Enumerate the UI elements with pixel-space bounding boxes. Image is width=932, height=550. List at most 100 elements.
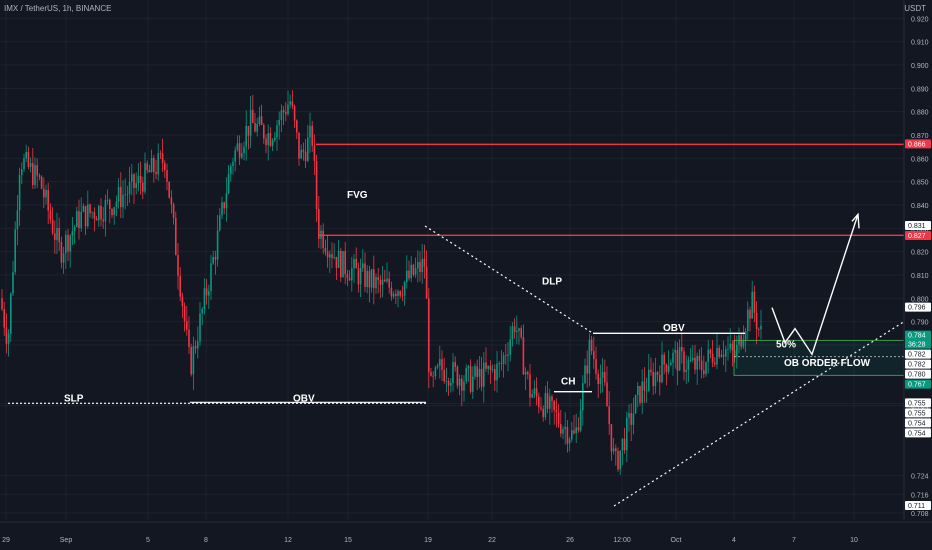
candle-body	[100, 205, 102, 220]
price-tick: 0.880	[911, 110, 929, 117]
candle-body	[639, 386, 641, 403]
candle-body	[89, 204, 91, 213]
price-badge-label: 0.782	[908, 362, 926, 369]
price-badge-label: 0.827	[908, 233, 926, 240]
candle-body	[623, 438, 626, 451]
candle-body	[170, 197, 173, 205]
time-tick: 22	[488, 537, 496, 544]
candle-body	[432, 375, 434, 377]
candle-body	[109, 199, 111, 210]
symbol-title: IMX / TetherUS, 1h, BINANCE	[4, 4, 112, 13]
candle-body	[267, 133, 269, 146]
candle-body	[487, 365, 489, 369]
candle-body	[58, 228, 60, 242]
annotation-label: FVG	[347, 190, 368, 201]
candle-body	[227, 173, 230, 194]
candle-body	[513, 326, 516, 333]
candle-body	[760, 325, 762, 330]
candle-body	[65, 234, 67, 254]
candle-body	[377, 277, 379, 280]
candle-body	[269, 133, 272, 146]
candle-body	[291, 101, 294, 107]
candle-body	[439, 359, 441, 366]
candle-body	[276, 125, 278, 138]
candle-body	[23, 158, 25, 170]
candle-body	[318, 208, 320, 239]
candles	[1, 89, 762, 475]
candle-body	[535, 388, 538, 397]
price-tick: 0.860	[911, 156, 929, 163]
candle-body	[683, 351, 685, 373]
candle-body	[751, 291, 753, 319]
candle-body	[298, 132, 300, 159]
candle-body	[458, 378, 461, 386]
price-badge	[905, 359, 931, 369]
candle-body	[76, 211, 78, 227]
candle-body	[626, 417, 628, 451]
candle-body	[630, 413, 632, 425]
candle-body	[703, 370, 705, 375]
candle-body	[538, 396, 540, 408]
candle-body	[38, 175, 41, 177]
order-block-zone	[733, 339, 905, 376]
candle-body	[126, 193, 129, 195]
candle-body	[263, 125, 265, 139]
candle-body	[423, 258, 426, 267]
price-tick: 0.910	[911, 40, 929, 47]
time-axis: 29 Sep 5 8 12 15 19 22 26 12:00 Oct 4 7 10	[0, 521, 932, 544]
candle-body	[472, 376, 474, 392]
candle-body	[293, 106, 296, 121]
candle-body	[414, 268, 417, 275]
candle-body	[711, 353, 714, 363]
price-tick: 0.708	[911, 511, 929, 518]
price-tick: 0.810	[911, 273, 929, 280]
candle-body	[575, 427, 577, 434]
candle-body	[665, 364, 668, 372]
price-badge-label: 0.755	[908, 410, 926, 417]
price-badge	[905, 428, 931, 438]
candle-body	[355, 258, 357, 269]
price-badge-label: 0.796	[908, 305, 926, 312]
candle-body	[520, 328, 522, 338]
candle-body	[45, 189, 47, 198]
candle-body	[518, 328, 520, 331]
candle-body	[236, 143, 239, 151]
time-tick: 15	[344, 537, 352, 544]
price-badge-countdown: 36:28	[908, 342, 926, 349]
candle-body	[208, 291, 210, 296]
candle-body	[243, 146, 245, 154]
candle-body	[139, 175, 142, 183]
candle-body	[1, 298, 3, 310]
price-badge	[905, 330, 931, 349]
candle-body	[265, 138, 267, 146]
candle-body	[540, 407, 542, 409]
time-tick: Oct	[671, 537, 682, 544]
candle-body	[553, 400, 555, 411]
time-tick: Sep	[60, 537, 73, 544]
candle-body	[51, 219, 54, 234]
candle-body	[153, 157, 155, 172]
candle-body	[412, 264, 415, 275]
candle-body	[758, 329, 760, 330]
candle-body	[230, 165, 232, 174]
candle-body	[14, 229, 16, 272]
candle-body	[304, 151, 307, 161]
candle-body	[670, 362, 672, 366]
candle-body	[397, 291, 399, 296]
price-badge	[905, 379, 931, 389]
candle-body	[533, 388, 536, 395]
candle-body	[214, 256, 217, 260]
candle-body	[584, 365, 586, 384]
candle-body	[652, 372, 654, 387]
candle-body	[509, 339, 511, 355]
projection-arrowhead	[851, 212, 860, 229]
candle-body	[181, 296, 184, 307]
rising-trendline	[613, 321, 905, 507]
candle-body	[615, 448, 617, 451]
candle-body	[91, 212, 93, 214]
annotation-label: DLP	[542, 276, 562, 287]
candle-body	[685, 369, 687, 373]
candle-body	[113, 207, 115, 216]
candle-body	[709, 349, 712, 354]
